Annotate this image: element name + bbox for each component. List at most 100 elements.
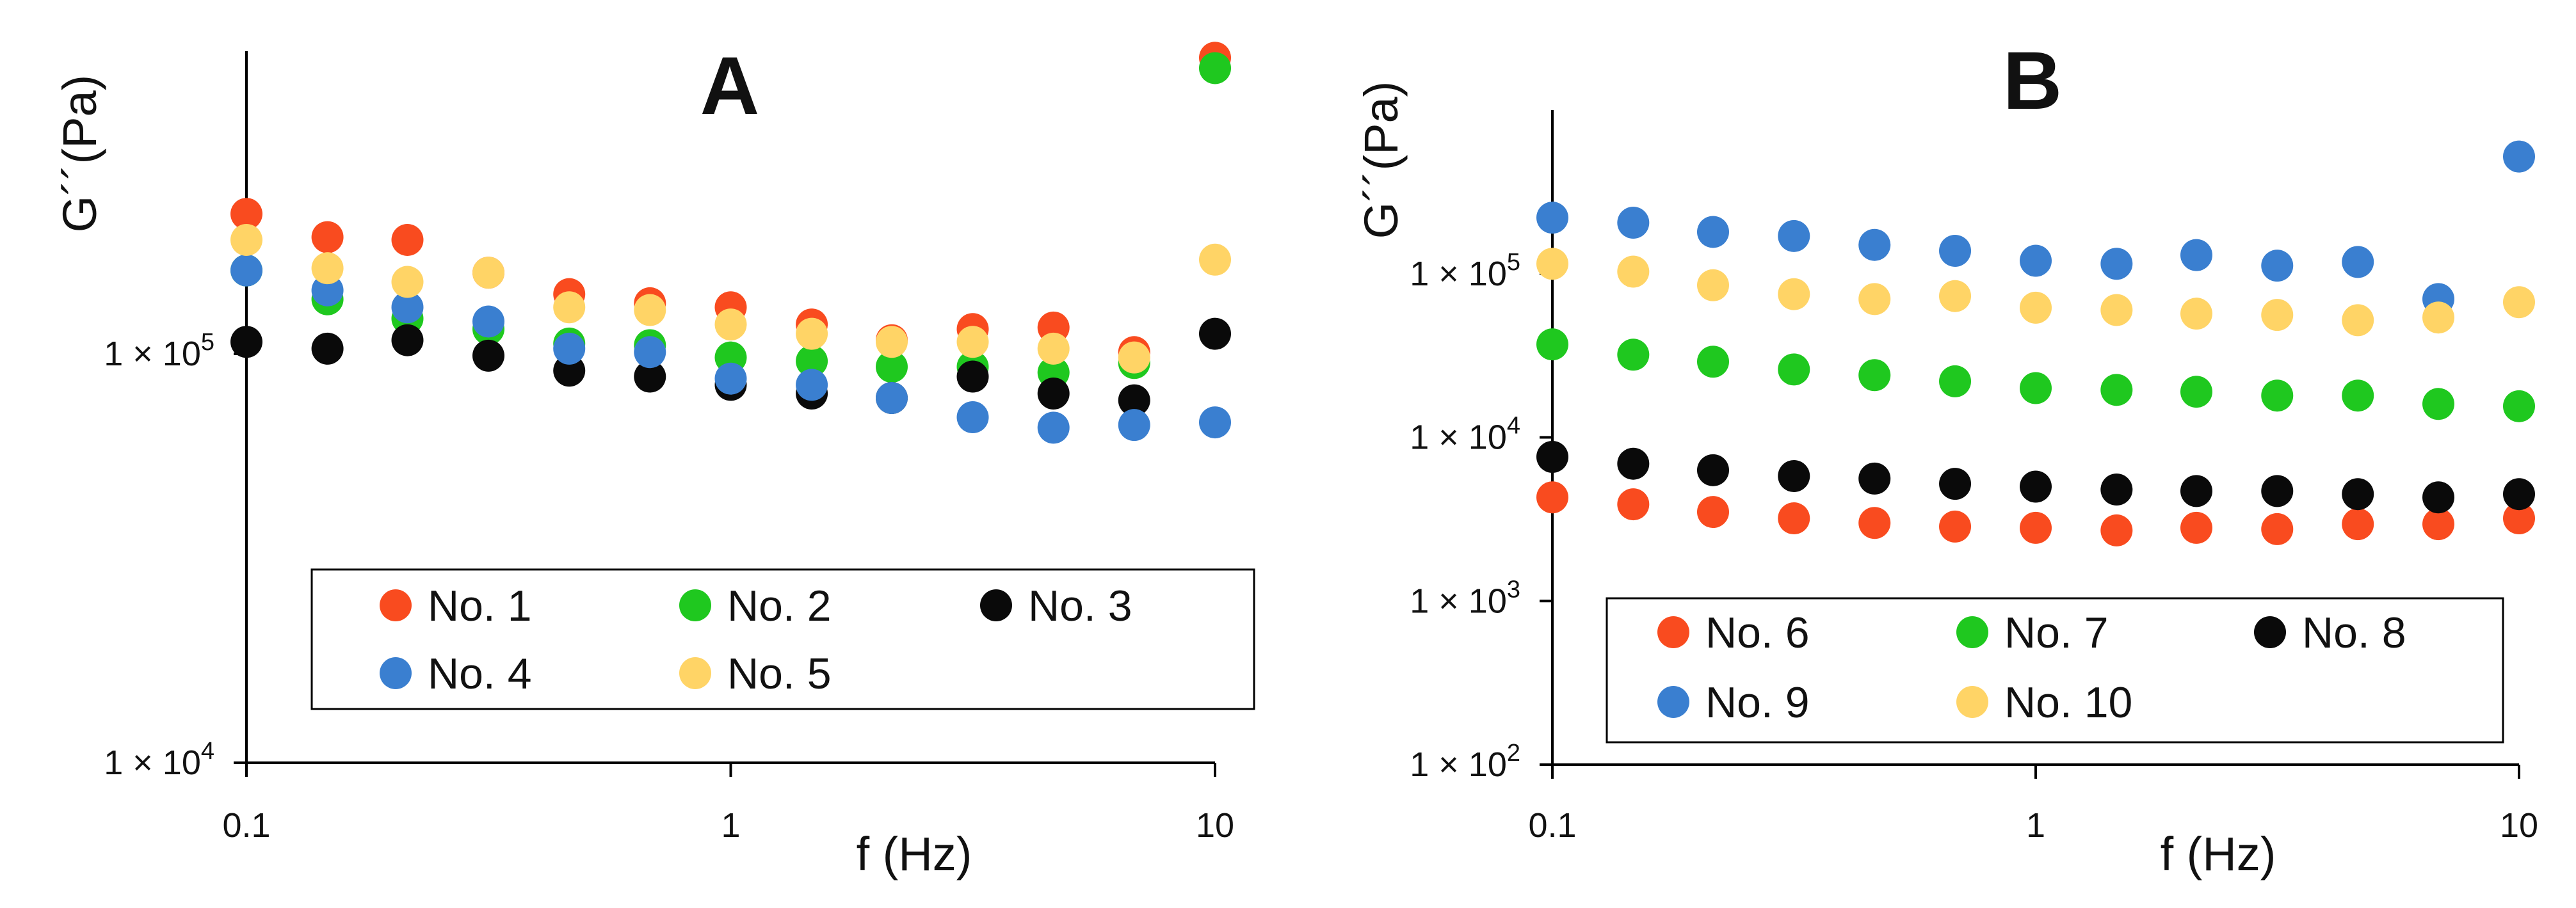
legend-marker xyxy=(2254,616,2286,648)
data-point xyxy=(2342,304,2374,337)
legend-marker xyxy=(980,589,1012,621)
data-point xyxy=(796,317,828,350)
data-point xyxy=(956,401,989,434)
data-point xyxy=(2342,246,2374,278)
data-point xyxy=(956,326,989,358)
data-point xyxy=(1118,409,1150,442)
data-point xyxy=(2261,250,2294,282)
data-point xyxy=(2020,470,2052,503)
data-point xyxy=(1536,440,1568,473)
legend-label: No. 6 xyxy=(1705,609,1810,657)
data-point xyxy=(311,332,344,365)
data-point xyxy=(2261,475,2294,507)
data-point xyxy=(2020,511,2052,544)
data-point xyxy=(1617,339,1650,371)
data-point xyxy=(311,221,344,253)
y-tick-label: 1 × 105 xyxy=(1410,249,1520,293)
data-point xyxy=(1939,365,1972,397)
data-point xyxy=(634,294,666,326)
data-point xyxy=(1939,510,1972,543)
data-point xyxy=(1617,255,1650,288)
x-tick-label: 1 xyxy=(2026,806,2045,845)
legend-label: No. 10 xyxy=(2004,678,2132,727)
data-point xyxy=(472,305,505,338)
y-tick-label: 1 × 103 xyxy=(1410,576,1520,620)
data-point xyxy=(875,381,908,414)
legend-box xyxy=(310,568,1255,710)
data-point xyxy=(1037,411,1070,444)
x-tick-label: 10 xyxy=(1196,806,1234,845)
data-point xyxy=(956,360,989,393)
data-point xyxy=(1617,488,1650,521)
data-point xyxy=(875,326,908,358)
legend-label: No. 5 xyxy=(727,649,832,698)
data-point xyxy=(2342,379,2374,412)
data-point xyxy=(2503,286,2535,319)
legend-label: No. 4 xyxy=(428,649,532,698)
data-point xyxy=(472,339,505,372)
data-point xyxy=(2020,291,2052,324)
legend-marker xyxy=(679,657,711,689)
data-point xyxy=(714,308,747,341)
x-axis-title: f (Hz) xyxy=(2161,827,2276,880)
y-tick-label: 1 × 102 xyxy=(1410,740,1520,784)
data-point xyxy=(553,354,586,387)
data-point xyxy=(2020,244,2052,277)
legend-marker xyxy=(1657,686,1689,718)
data-point xyxy=(1696,496,1729,529)
data-point xyxy=(2422,481,2455,514)
y-tick-label: 1 × 104 xyxy=(104,738,214,782)
y-axis-title: G´´(Pa) xyxy=(53,75,106,233)
data-point xyxy=(2342,478,2374,511)
data-point xyxy=(2342,508,2374,541)
data-point xyxy=(472,257,505,289)
data-point xyxy=(634,360,666,393)
data-point xyxy=(2503,390,2535,422)
data-point xyxy=(230,254,262,287)
panel-letter: B xyxy=(2003,35,2062,127)
data-point xyxy=(1536,481,1568,514)
data-point xyxy=(1858,359,1891,392)
data-point xyxy=(2100,294,2133,326)
x-tick-label: 1 xyxy=(721,806,740,845)
x-tick-label: 0.1 xyxy=(1528,806,1576,845)
data-point xyxy=(1696,346,1729,378)
data-point xyxy=(2422,508,2455,541)
data-point xyxy=(1617,447,1650,480)
data-point xyxy=(2503,502,2535,535)
data-point xyxy=(391,324,424,356)
y-axis-title: G´´(Pa) xyxy=(1355,81,1408,239)
data-point xyxy=(230,326,262,358)
data-point xyxy=(1037,332,1070,365)
legend-label: No. 2 xyxy=(727,582,832,630)
panel-b: 0.1 1 10 1 × 105 1 × 104 1 × 103 1 × 102 G´´(Pa… xyxy=(1355,35,2538,880)
data-point xyxy=(1199,406,1231,439)
legend-marker xyxy=(1657,616,1689,648)
data-point xyxy=(2261,379,2294,412)
data-point xyxy=(1696,216,1729,248)
data-point xyxy=(1778,219,1810,252)
data-point xyxy=(1536,328,1568,361)
data-point xyxy=(2020,372,2052,404)
legend-label: No. 7 xyxy=(2004,609,2109,657)
data-point xyxy=(1858,228,1891,261)
data-point xyxy=(1118,384,1150,417)
data-point xyxy=(391,266,424,298)
legend-label: No. 1 xyxy=(428,582,532,630)
data-point xyxy=(2261,513,2294,545)
data-point xyxy=(1118,341,1150,374)
data-point xyxy=(1037,377,1070,410)
data-point xyxy=(2180,475,2212,507)
data-point xyxy=(311,274,344,307)
data-point xyxy=(2503,140,2535,173)
data-point xyxy=(2261,299,2294,331)
data-point xyxy=(1778,502,1810,535)
legend-marker xyxy=(380,657,412,689)
data-point xyxy=(1778,353,1810,386)
data-point xyxy=(391,223,424,256)
data-point xyxy=(2100,514,2133,546)
data-point xyxy=(1858,283,1891,315)
data-point xyxy=(2422,388,2455,420)
x-tick-label: 10 xyxy=(2500,806,2538,845)
data-point xyxy=(634,336,666,369)
